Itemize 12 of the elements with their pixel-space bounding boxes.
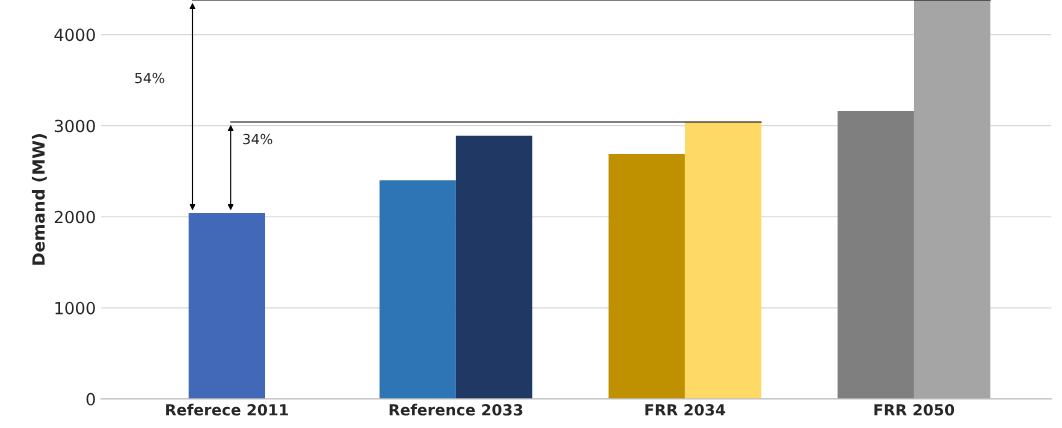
y-tick-label: 1000 (55, 301, 95, 315)
y-tick-label: 3000 (54, 119, 95, 133)
annotation: 34% (243, 133, 273, 145)
x-tick-label: FRR 2034 (645, 404, 726, 416)
annotation: 54% (135, 72, 165, 84)
x-tick-label: Reference 2033 (389, 403, 523, 416)
y-tick-label: 4000 (54, 28, 95, 42)
y-tick-label: 0 (86, 392, 95, 406)
x-tick-label: FRR 2050 (874, 404, 955, 416)
x-tick-label: Referece 2011 (166, 403, 288, 416)
y-axis-title: Demand (MW) (31, 134, 47, 265)
y-tick-label: 2000 (54, 210, 95, 224)
